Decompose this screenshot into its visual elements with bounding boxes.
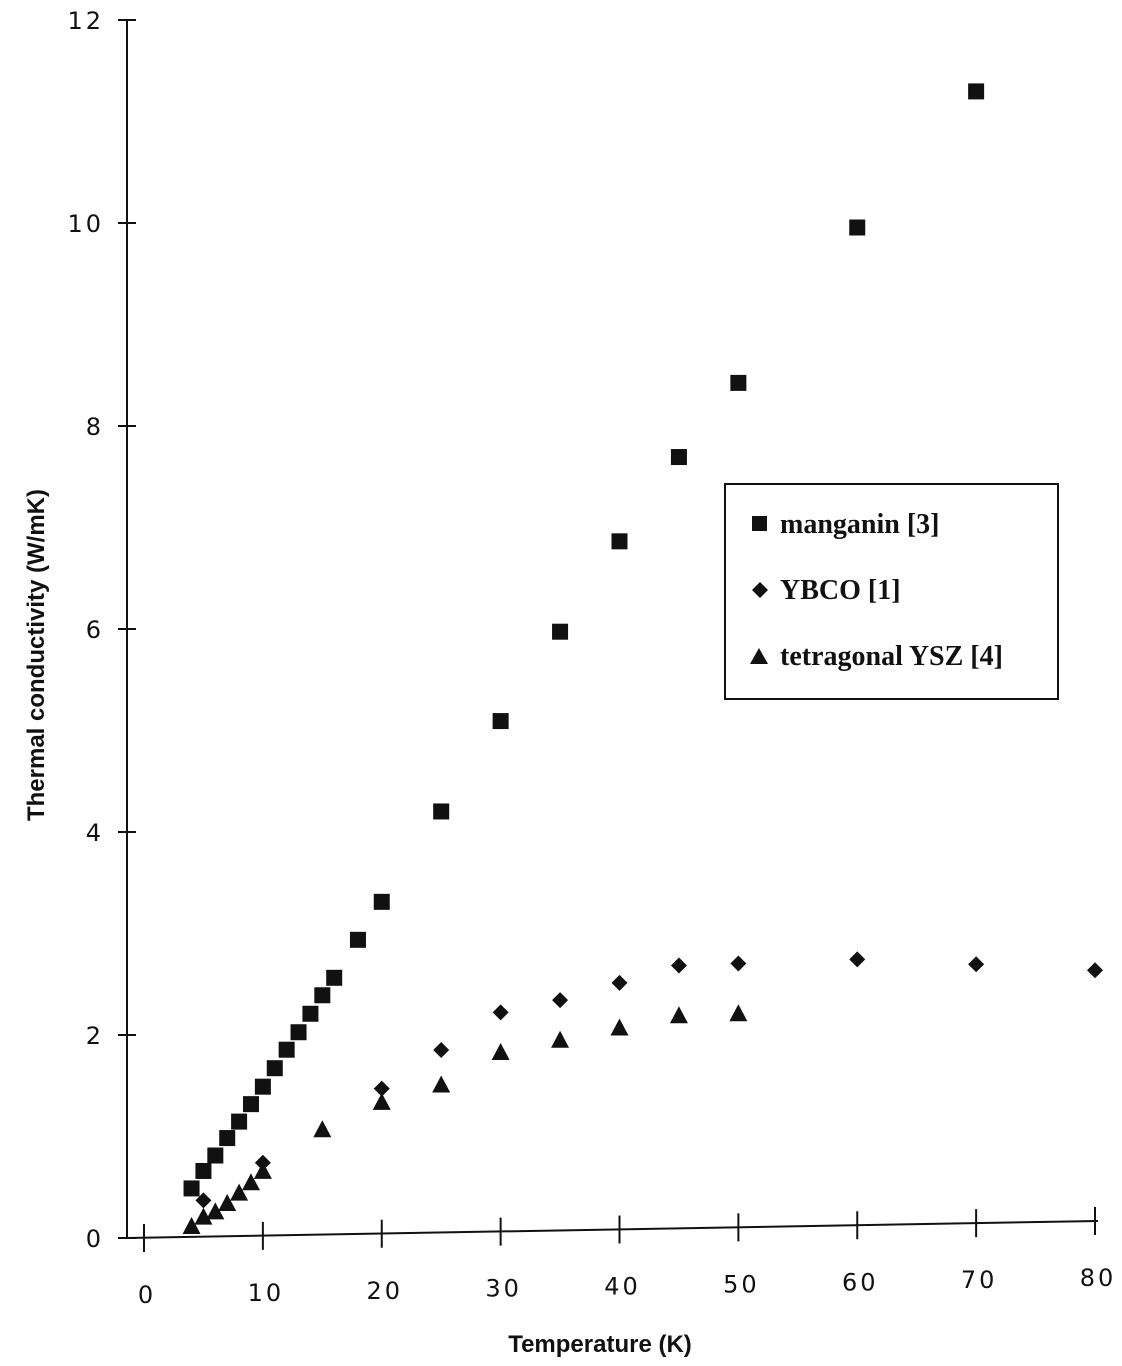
- triangle-point: [182, 1217, 201, 1234]
- x-tick-label: 60: [842, 1268, 879, 1296]
- x-tick-label: 80: [1080, 1264, 1117, 1292]
- square-point: [611, 533, 628, 550]
- diamond-point: [552, 992, 569, 1009]
- square-point: [730, 374, 747, 391]
- legend-label-ysz: tetragonal YSZ [4]: [780, 641, 1003, 672]
- x-tick-label: 30: [485, 1275, 522, 1303]
- series-0: [183, 83, 985, 1197]
- triangle-point: [372, 1092, 391, 1110]
- triangle-point: [432, 1075, 451, 1093]
- diamond-point: [968, 956, 985, 973]
- triangle-point: [230, 1183, 249, 1201]
- diamond-point: [1087, 962, 1103, 979]
- square-point: [492, 713, 509, 730]
- y-tick-label: 12: [67, 7, 104, 35]
- triangle-point: [313, 1120, 332, 1138]
- square-point: [433, 803, 450, 820]
- x-tick-label: 0: [138, 1281, 156, 1309]
- x-tick-label: 50: [723, 1270, 760, 1298]
- triangle-point: [491, 1042, 510, 1060]
- legend-label-manganin: manganin [3]: [780, 509, 939, 540]
- triangle-point: [729, 1004, 748, 1022]
- diamond-point: [492, 1004, 509, 1021]
- square-point: [670, 449, 687, 466]
- x-tick-label: 70: [961, 1266, 998, 1294]
- triangle-point: [218, 1194, 237, 1212]
- y-tick-label: 4: [86, 819, 104, 847]
- square-point: [968, 83, 985, 100]
- series-2: [182, 1004, 748, 1234]
- y-tick-label: 2: [86, 1022, 104, 1050]
- ticks: 0 2 4 6 8 10 12 0 10 20 30 40 50 60 70 80: [67, 7, 1117, 1309]
- square-point: [314, 987, 331, 1004]
- square-point: [207, 1147, 224, 1164]
- diamond-point: [670, 957, 687, 974]
- triangle-point: [669, 1006, 688, 1024]
- data-marks: [182, 83, 1103, 1234]
- y-axis-title: Thermal conductivity (W/mK): [23, 489, 50, 821]
- square-point: [552, 623, 569, 640]
- x-tick-label: 20: [366, 1277, 403, 1305]
- square-point: [242, 1096, 259, 1113]
- diamond-point: [849, 951, 866, 968]
- legend-box: [724, 483, 1059, 700]
- series-1: [195, 951, 1103, 1209]
- diamond-point: [195, 1192, 212, 1209]
- triangle-point: [610, 1018, 629, 1036]
- y-tick-label: 8: [86, 413, 104, 441]
- square-point: [183, 1180, 200, 1197]
- square-point: [326, 969, 343, 986]
- x-axis-line: [126, 1220, 1099, 1239]
- triangle-point: [551, 1030, 570, 1048]
- diamond-point: [373, 1080, 390, 1097]
- diamond-point: [730, 955, 747, 972]
- triangle-point: [194, 1207, 213, 1225]
- square-point: [373, 893, 390, 910]
- square-point: [849, 219, 866, 236]
- square-point: [231, 1113, 248, 1130]
- legend-marker-manganin: [752, 516, 767, 531]
- square-point: [195, 1162, 212, 1179]
- square-point: [219, 1130, 236, 1147]
- x-axis-title: Temperature (K): [508, 1331, 692, 1358]
- square-point: [266, 1060, 283, 1077]
- y-tick-label: 0: [86, 1225, 104, 1253]
- legend-marker-ysz: [750, 648, 768, 664]
- y-tick-label: 10: [67, 210, 104, 238]
- x-tick-label: 40: [604, 1273, 641, 1301]
- diamond-point: [611, 974, 628, 991]
- square-point: [254, 1078, 271, 1095]
- triangle-point: [253, 1161, 272, 1179]
- triangle-point: [241, 1173, 260, 1191]
- square-point: [278, 1041, 295, 1058]
- x-tick-label: 10: [248, 1279, 285, 1307]
- diamond-point: [433, 1041, 450, 1058]
- triangle-point: [206, 1202, 225, 1220]
- legend-marker-ybco: [752, 582, 768, 598]
- legend-label-ybco: YBCO [1]: [780, 575, 901, 606]
- square-point: [349, 931, 366, 948]
- square-point: [302, 1005, 319, 1022]
- legend: manganin [3] YBCO [1] tetragonal YSZ [4]: [724, 483, 1059, 700]
- square-point: [290, 1024, 307, 1041]
- y-tick-label: 6: [86, 616, 104, 644]
